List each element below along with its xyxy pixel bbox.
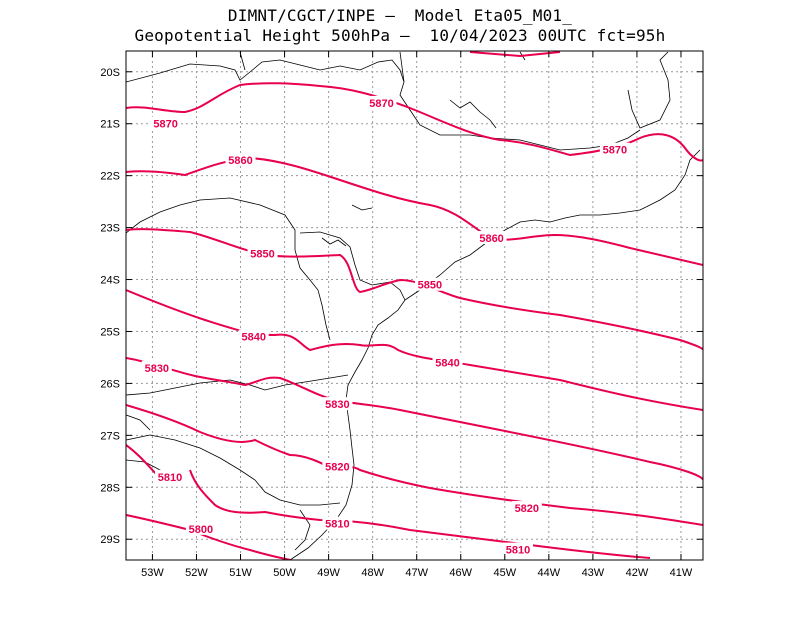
- lon-tick-label: 42W: [626, 567, 649, 579]
- contour-5870b: [469, 51, 561, 58]
- state-border-ms-pr: [126, 197, 331, 341]
- contour-5810: [126, 444, 651, 559]
- contour-5830: [126, 357, 703, 481]
- contour-label-bg: [476, 230, 507, 244]
- lat-tick-label: 26S: [100, 378, 120, 390]
- contour-label-bg: [247, 246, 278, 260]
- contour-5870: [126, 82, 703, 162]
- lon-tick-label: 41W: [670, 567, 693, 579]
- lat-tick-label: 29S: [100, 534, 120, 546]
- contour-label-bg: [238, 329, 269, 343]
- lon-tick-label: 51W: [229, 567, 252, 579]
- lon-tick-label: 53W: [141, 567, 164, 579]
- contour-label-5820: 5820: [325, 462, 349, 474]
- contour-label-5800: 5800: [189, 524, 213, 536]
- contour-label-bg: [503, 542, 534, 556]
- contour-label-5870: 5870: [153, 119, 177, 131]
- title-line-1: DIMNT/CGCT/INPE — Model Eta05_M01_: [227, 6, 573, 25]
- contour-label-bg: [141, 360, 172, 374]
- lake-patos: [294, 509, 311, 551]
- contour-label-bg: [599, 142, 630, 156]
- contour-5800: [126, 514, 296, 560]
- lat-tick-label: 20S: [100, 67, 120, 79]
- contour-labels: 5870 5870 5870 5860 5860 5850 5850 5840 5840 5830…: [141, 95, 630, 557]
- contour-label-5860: 5860: [228, 155, 252, 167]
- lon-tick-label: 50W: [273, 567, 296, 579]
- contour-label-5840: 5840: [241, 332, 265, 344]
- title-line-2: Geopotential Height 500hPa — 10/04/2023 …: [134, 26, 666, 45]
- contour-label-5870: 5870: [369, 98, 393, 110]
- state-border-mg-north: [239, 51, 671, 129]
- lat-tick-label: 21S: [100, 119, 120, 131]
- state-border-sc-rs: [126, 434, 341, 506]
- state-border-ms-sp: [126, 59, 641, 151]
- state-border-pr-sc: [126, 374, 349, 396]
- lon-tick-label: 44W: [538, 567, 561, 579]
- contour-5840: [126, 289, 703, 411]
- lat-tick-label: 28S: [100, 482, 120, 494]
- contour-label-5840: 5840: [435, 358, 459, 370]
- contour-label-bg: [322, 397, 353, 411]
- contour-label-5860: 5860: [479, 233, 503, 245]
- lon-tick-label: 43W: [582, 567, 605, 579]
- map-frame: [125, 50, 704, 561]
- contour-label-bg: [414, 277, 445, 291]
- lon-tick-label: 49W: [317, 567, 340, 579]
- grid-lines: [126, 51, 703, 560]
- axis-ticks: 20S 21S 22S 23S 24S 25S 26S 27S 28S 29S 53W 52W 51W 5…: [100, 51, 703, 579]
- lat-tick-label: 25S: [100, 326, 120, 338]
- contour-layer: [126, 51, 703, 560]
- lat-tick-label: 24S: [100, 275, 120, 287]
- contour-label-5870: 5870: [603, 145, 627, 157]
- lon-tick-label: 46W: [449, 567, 472, 579]
- contour-5850: [126, 228, 703, 351]
- contour-5820: [126, 404, 703, 526]
- borders-layer: [126, 51, 701, 560]
- reservoir-sp: [321, 99, 497, 247]
- contour-label-5830: 5830: [325, 399, 349, 411]
- contour-label-bg: [225, 153, 256, 167]
- contour-label-5830: 5830: [145, 363, 169, 375]
- lon-tick-label: 52W: [185, 567, 208, 579]
- contour-label-bg: [366, 95, 397, 109]
- contour-label-bg: [155, 469, 186, 483]
- state-border-sp-pr: [299, 231, 406, 301]
- contour-label-5810: 5810: [158, 472, 182, 484]
- lon-tick-label: 45W: [493, 567, 516, 579]
- lat-tick-label: 23S: [100, 223, 120, 235]
- contour-label-5850: 5850: [250, 249, 274, 261]
- lon-tick-label: 47W: [405, 567, 428, 579]
- contour-label-bg: [150, 116, 181, 130]
- contour-label-5820: 5820: [515, 503, 539, 515]
- lat-tick-label: 27S: [100, 430, 120, 442]
- contour-label-bg: [185, 521, 216, 535]
- contour-label-5850: 5850: [418, 280, 442, 292]
- lon-tick-label: 48W: [361, 567, 384, 579]
- contour-label-bg: [322, 459, 353, 473]
- contour-label-bg: [511, 501, 542, 515]
- coast-sp-rj: [404, 149, 701, 301]
- contour-5860: [126, 156, 703, 266]
- contour-label-5810: 5810: [506, 545, 530, 557]
- contour-label-bg: [432, 355, 463, 369]
- lat-tick-label: 22S: [100, 171, 120, 183]
- contour-label-5810: 5810: [325, 519, 349, 531]
- contour-label-bg: [322, 516, 353, 530]
